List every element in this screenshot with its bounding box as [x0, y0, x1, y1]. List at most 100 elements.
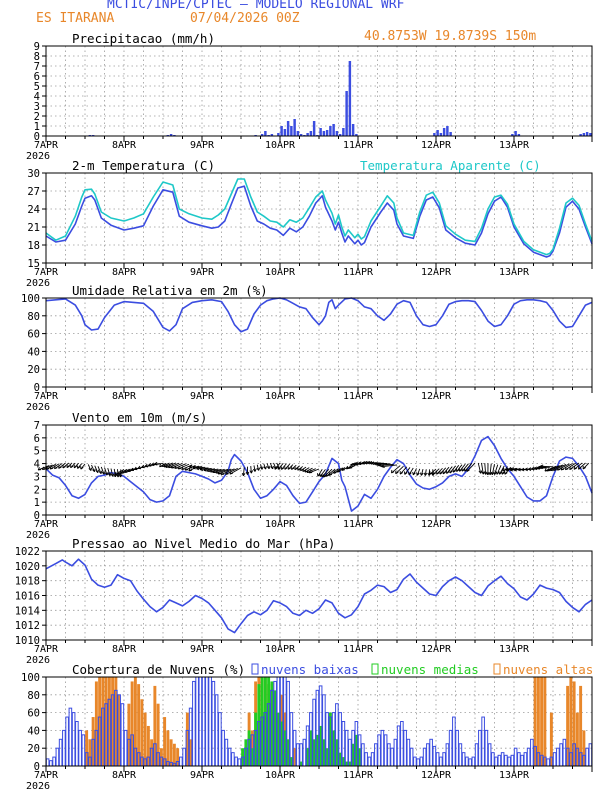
wind-arrowhead	[517, 467, 521, 472]
wind-arrowhead	[478, 470, 483, 474]
precip-bar	[306, 133, 309, 136]
cloud-bar-baixas	[62, 729, 66, 767]
wind-arrowhead	[80, 466, 84, 470]
wind-arrowhead	[358, 461, 362, 466]
precip-bar	[329, 126, 332, 136]
wind-arrowhead	[266, 465, 271, 470]
wind-arrowhead	[297, 467, 301, 471]
wind-arrow	[213, 468, 225, 473]
precip-bar	[280, 126, 283, 136]
cloud-bar-baixas	[504, 754, 508, 767]
wind-arrow	[215, 468, 229, 474]
wind-arrowhead	[442, 470, 446, 475]
wind-arrowhead	[277, 466, 281, 470]
wind-arrowhead	[192, 465, 196, 470]
y-tick-label: 7	[34, 420, 40, 432]
legend-label: nuvens medias	[381, 662, 479, 677]
cloud-bar-baixas	[68, 707, 73, 767]
precip-bar	[351, 124, 355, 136]
cloud-bar-baixas	[201, 676, 206, 767]
panel-humidity: 0 20 40 60 80 100 7APR 8APR 9APR 10APR 11APR 12APR 1…	[21, 283, 593, 413]
cloud-bar-baixas	[198, 676, 203, 767]
wind-arrowhead	[336, 469, 341, 473]
wind-arrowhead	[408, 471, 412, 476]
x-tick-label: 8APR	[112, 140, 137, 151]
wind-arrowhead	[498, 471, 503, 475]
x-tick-label: 8APR	[112, 519, 137, 530]
wind-arrowhead	[373, 461, 377, 466]
y-tick-label: 21	[27, 222, 40, 234]
wind-arrowhead	[381, 464, 385, 469]
cloud-bar-baixas	[49, 760, 53, 767]
cloud-bar-baixas	[231, 752, 235, 767]
wind-arrow	[225, 467, 238, 475]
y-tick-label: 100	[21, 672, 40, 684]
cloud-bar-baixas	[491, 752, 495, 767]
wind-arrowhead	[578, 466, 582, 470]
cloud-bar-medias	[325, 748, 329, 766]
cloud-bar-medias	[273, 690, 277, 766]
wind-arrowhead	[546, 468, 551, 472]
wind-arrowhead	[101, 471, 106, 475]
cloud-bar-baixas	[556, 747, 560, 767]
cloud-bar-baixas	[65, 716, 69, 767]
cloud-bar-altas	[166, 730, 170, 766]
cloud-bar-medias	[299, 761, 303, 766]
wind-arrow	[538, 466, 550, 468]
x-tick-label: 13APR	[499, 770, 530, 781]
cloud-bar-baixas	[520, 754, 524, 767]
cloud-bar-baixas	[78, 729, 82, 767]
wind-arrow	[242, 467, 245, 476]
wind-arrow	[178, 463, 190, 470]
precip-bar	[439, 133, 443, 136]
wind-arrowhead	[524, 467, 528, 472]
wind-arrowhead	[423, 472, 428, 476]
wind-arrowhead	[564, 466, 569, 471]
x-tick-label: 7APR	[34, 267, 59, 278]
wind-arrowhead	[58, 465, 62, 469]
y-tick-label: 80	[27, 690, 40, 702]
precip-bar	[579, 134, 582, 136]
wind-arrowhead	[259, 466, 264, 470]
wind-arrowhead	[531, 466, 535, 471]
precip-bar	[342, 128, 345, 136]
precip-bar	[433, 133, 436, 136]
cloud-bar-baixas	[497, 754, 502, 767]
wind-arrow	[499, 465, 505, 475]
cloud-bar-medias	[322, 739, 326, 766]
wind-arrowhead	[419, 472, 424, 476]
cloud-bar-baixas	[224, 738, 229, 767]
cloud-bar-altas	[91, 717, 95, 766]
wind-arrowhead	[466, 468, 470, 472]
wind-arrowhead	[333, 470, 337, 474]
cloud-bar-altas	[540, 677, 544, 766]
cloud-bar-baixas	[396, 725, 401, 767]
wind-arrowhead	[284, 466, 288, 470]
cloud-bar-baixas	[468, 758, 472, 767]
x-tick-label: 12APR	[421, 770, 452, 781]
station-coordinates: 40.8753W 19.8739S 150m	[364, 29, 537, 44]
cloud-bar-altas	[137, 684, 141, 766]
cloud-bar-baixas	[416, 758, 420, 767]
wind-arrow	[376, 463, 391, 466]
cloud-bar-baixas	[429, 738, 433, 767]
wind-arrow	[477, 462, 482, 474]
wind-arrow	[489, 463, 492, 475]
wind-arrow	[171, 462, 183, 469]
station-name: ES ITARANA	[36, 11, 115, 26]
cloud-bar-baixas	[546, 758, 550, 767]
cloud-bar-altas	[146, 725, 150, 766]
cloud-bar-baixas	[552, 752, 557, 767]
wind-arrowhead	[73, 464, 78, 469]
cloud-bar-baixas	[75, 721, 79, 767]
y-tick-label: 60	[27, 708, 40, 720]
precip-bar	[309, 131, 313, 136]
cloud-bar-baixas	[471, 756, 476, 767]
cloud-bar-baixas	[465, 756, 469, 767]
cloud-bar-altas	[153, 685, 157, 766]
cloud-bar-altas	[133, 677, 137, 766]
y-tick-label: 3	[34, 101, 40, 113]
wind-arrowhead	[534, 466, 538, 471]
wind-arrowhead	[70, 464, 74, 469]
cloud-bar-medias	[345, 761, 349, 766]
